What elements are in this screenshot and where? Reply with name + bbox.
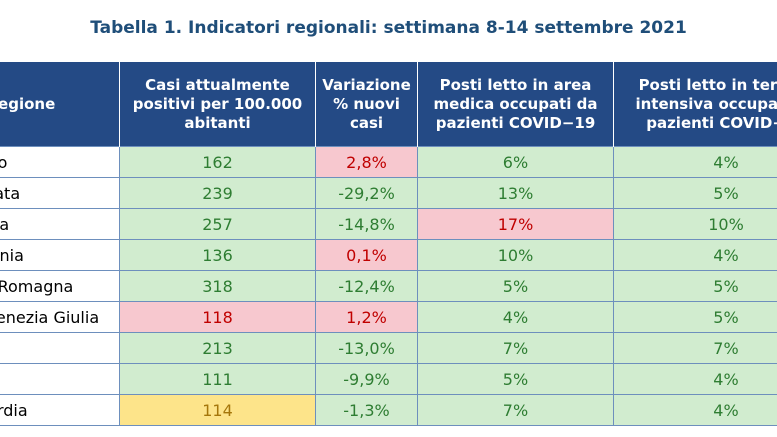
value-cell: 17%	[417, 208, 614, 240]
table-title: Tabella 1. Indicatori regionali: settima…	[90, 18, 687, 38]
value-cell: 5%	[613, 301, 777, 333]
value-cell: 5%	[613, 177, 777, 209]
value-cell: 1,2%	[315, 301, 418, 333]
table-row: Abruzzo1622,8%6%4%	[0, 146, 777, 178]
value-cell: 0,1%	[315, 239, 418, 271]
value-cell: 4%	[613, 239, 777, 271]
value-cell: 111	[119, 363, 316, 395]
value-cell: 13%	[417, 177, 614, 209]
value-cell: 4%	[613, 394, 777, 426]
value-cell: 7%	[417, 332, 614, 364]
header-region: Regione	[0, 62, 120, 147]
region-cell: Emilia-Romagna	[0, 270, 120, 302]
value-cell: 7%	[417, 394, 614, 426]
value-cell: 318	[119, 270, 316, 302]
value-cell: -29,2%	[315, 177, 418, 209]
value-cell: -12,4%	[315, 270, 418, 302]
value-cell: -13,0%	[315, 332, 418, 364]
value-cell: 4%	[417, 301, 614, 333]
region-cell: Calabria	[0, 208, 120, 240]
region-cell: Lombardia	[0, 394, 120, 426]
table-row: Lazio213-13,0%7%7%	[0, 332, 777, 364]
table-row: Calabria257-14,8%17%10%	[0, 208, 777, 240]
value-cell: 118	[119, 301, 316, 333]
table-container: Regione Casi attualmente positivi per 10…	[0, 62, 777, 437]
region-cell: Basilicata	[0, 177, 120, 209]
value-cell: -9,9%	[315, 363, 418, 395]
indicators-table: Regione Casi attualmente positivi per 10…	[0, 62, 777, 426]
region-cell: Lazio	[0, 332, 120, 364]
table-row: Campania1360,1%10%4%	[0, 239, 777, 271]
region-cell: Campania	[0, 239, 120, 271]
table-row: Liguria111-9,9%5%4%	[0, 363, 777, 395]
value-cell: 136	[119, 239, 316, 271]
value-cell: 114	[119, 394, 316, 426]
header-medical-beds: Posti letto in area medica occupati da p…	[417, 62, 614, 147]
table-body: Abruzzo1622,8%6%4%Basilicata239-29,2%13%…	[0, 146, 777, 426]
value-cell: 5%	[417, 363, 614, 395]
value-cell: 5%	[613, 270, 777, 302]
value-cell: 5%	[417, 270, 614, 302]
header-case-variation: Variazione % nuovi casi	[315, 62, 418, 147]
region-cell: Friuli Venezia Giulia	[0, 301, 120, 333]
header-icu-beds: Posti letto in terapia intensiva occupat…	[613, 62, 777, 147]
value-cell: 6%	[417, 146, 614, 178]
value-cell: 2,8%	[315, 146, 418, 178]
value-cell: 4%	[613, 146, 777, 178]
value-cell: 4%	[613, 363, 777, 395]
region-cell: Abruzzo	[0, 146, 120, 178]
value-cell: 10%	[613, 208, 777, 240]
table-row: Basilicata239-29,2%13%5%	[0, 177, 777, 209]
table-row: Lombardia114-1,3%7%4%	[0, 394, 777, 426]
header-row: Regione Casi attualmente positivi per 10…	[0, 62, 777, 147]
value-cell: 7%	[613, 332, 777, 364]
header-positive-cases: Casi attualmente positivi per 100.000 ab…	[119, 62, 316, 147]
value-cell: 162	[119, 146, 316, 178]
value-cell: 239	[119, 177, 316, 209]
value-cell: 10%	[417, 239, 614, 271]
value-cell: -1,3%	[315, 394, 418, 426]
value-cell: -14,8%	[315, 208, 418, 240]
value-cell: 257	[119, 208, 316, 240]
region-cell: Liguria	[0, 363, 120, 395]
value-cell: 213	[119, 332, 316, 364]
